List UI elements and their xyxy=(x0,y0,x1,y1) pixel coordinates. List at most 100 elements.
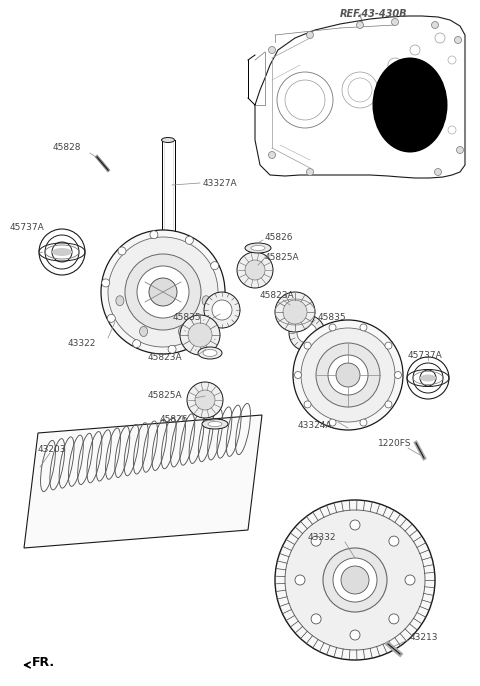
Circle shape xyxy=(329,419,336,426)
Circle shape xyxy=(268,47,276,54)
Circle shape xyxy=(125,254,201,330)
Circle shape xyxy=(150,230,158,239)
Circle shape xyxy=(432,21,439,29)
Ellipse shape xyxy=(372,58,447,152)
Text: FR.: FR. xyxy=(32,657,55,670)
Text: 45737A: 45737A xyxy=(10,224,45,233)
Text: 45737A: 45737A xyxy=(408,351,443,359)
Ellipse shape xyxy=(202,419,228,429)
Circle shape xyxy=(293,320,403,430)
Circle shape xyxy=(212,300,232,320)
Circle shape xyxy=(295,575,305,585)
Circle shape xyxy=(168,345,176,353)
Circle shape xyxy=(350,520,360,530)
Circle shape xyxy=(385,342,392,349)
Polygon shape xyxy=(24,415,262,548)
Circle shape xyxy=(301,328,395,422)
Circle shape xyxy=(108,314,115,322)
Circle shape xyxy=(283,300,307,324)
Circle shape xyxy=(275,292,315,332)
Circle shape xyxy=(389,536,399,546)
Circle shape xyxy=(137,266,189,318)
Circle shape xyxy=(237,252,273,288)
Text: 45826: 45826 xyxy=(160,416,189,425)
Circle shape xyxy=(295,372,301,379)
Text: 45825A: 45825A xyxy=(265,254,300,263)
Circle shape xyxy=(132,340,141,348)
Ellipse shape xyxy=(179,327,186,337)
Circle shape xyxy=(101,230,225,354)
Circle shape xyxy=(211,261,219,270)
Circle shape xyxy=(289,315,325,351)
Text: 45835: 45835 xyxy=(173,314,202,322)
Circle shape xyxy=(185,236,193,244)
Circle shape xyxy=(385,401,392,408)
Text: 45823A: 45823A xyxy=(260,290,295,300)
Text: 45828: 45828 xyxy=(53,143,82,152)
Circle shape xyxy=(357,21,363,29)
Text: REF.43-430B: REF.43-430B xyxy=(340,9,408,19)
Circle shape xyxy=(275,500,435,660)
Circle shape xyxy=(245,260,265,280)
Circle shape xyxy=(204,292,240,328)
Circle shape xyxy=(316,343,380,407)
Circle shape xyxy=(405,575,415,585)
Circle shape xyxy=(311,614,321,624)
Ellipse shape xyxy=(52,248,72,256)
Ellipse shape xyxy=(251,246,265,250)
Text: 43322: 43322 xyxy=(68,338,96,348)
Circle shape xyxy=(329,324,336,331)
Circle shape xyxy=(341,566,369,594)
Circle shape xyxy=(216,297,224,305)
Circle shape xyxy=(118,247,126,255)
Text: 43332: 43332 xyxy=(308,532,336,541)
Circle shape xyxy=(285,510,425,650)
Circle shape xyxy=(389,614,399,624)
Circle shape xyxy=(328,355,368,395)
Text: 43203: 43203 xyxy=(38,445,67,455)
Circle shape xyxy=(311,536,321,546)
Circle shape xyxy=(304,342,311,349)
Circle shape xyxy=(307,32,313,38)
Circle shape xyxy=(307,169,313,176)
Ellipse shape xyxy=(198,347,222,359)
Circle shape xyxy=(350,630,360,640)
Circle shape xyxy=(188,323,212,347)
Circle shape xyxy=(434,169,442,176)
Text: 1220FS: 1220FS xyxy=(378,438,411,447)
Circle shape xyxy=(268,152,276,158)
Circle shape xyxy=(456,147,464,154)
Circle shape xyxy=(333,558,377,602)
Circle shape xyxy=(187,382,223,418)
Ellipse shape xyxy=(161,137,175,143)
Circle shape xyxy=(149,278,177,306)
Ellipse shape xyxy=(420,375,436,381)
Ellipse shape xyxy=(203,349,217,357)
Text: 43327A: 43327A xyxy=(203,178,238,187)
Circle shape xyxy=(336,363,360,387)
Ellipse shape xyxy=(208,421,222,427)
Circle shape xyxy=(102,279,110,287)
Circle shape xyxy=(195,390,215,410)
Text: 45823A: 45823A xyxy=(148,353,182,362)
Ellipse shape xyxy=(116,296,124,306)
Text: 45826: 45826 xyxy=(265,233,293,242)
Ellipse shape xyxy=(245,243,271,253)
Ellipse shape xyxy=(202,296,210,306)
Text: 43213: 43213 xyxy=(410,633,439,643)
Circle shape xyxy=(180,315,220,355)
Circle shape xyxy=(304,401,311,408)
Circle shape xyxy=(360,324,367,331)
Circle shape xyxy=(395,372,401,379)
Circle shape xyxy=(360,419,367,426)
Ellipse shape xyxy=(140,327,147,337)
Circle shape xyxy=(455,36,461,43)
Ellipse shape xyxy=(161,233,175,237)
Text: 45825A: 45825A xyxy=(148,392,182,401)
Circle shape xyxy=(108,237,218,347)
Circle shape xyxy=(200,329,208,337)
Text: 43324A: 43324A xyxy=(298,421,333,429)
Circle shape xyxy=(323,548,387,612)
Circle shape xyxy=(392,19,398,25)
Text: 45835: 45835 xyxy=(318,313,347,322)
